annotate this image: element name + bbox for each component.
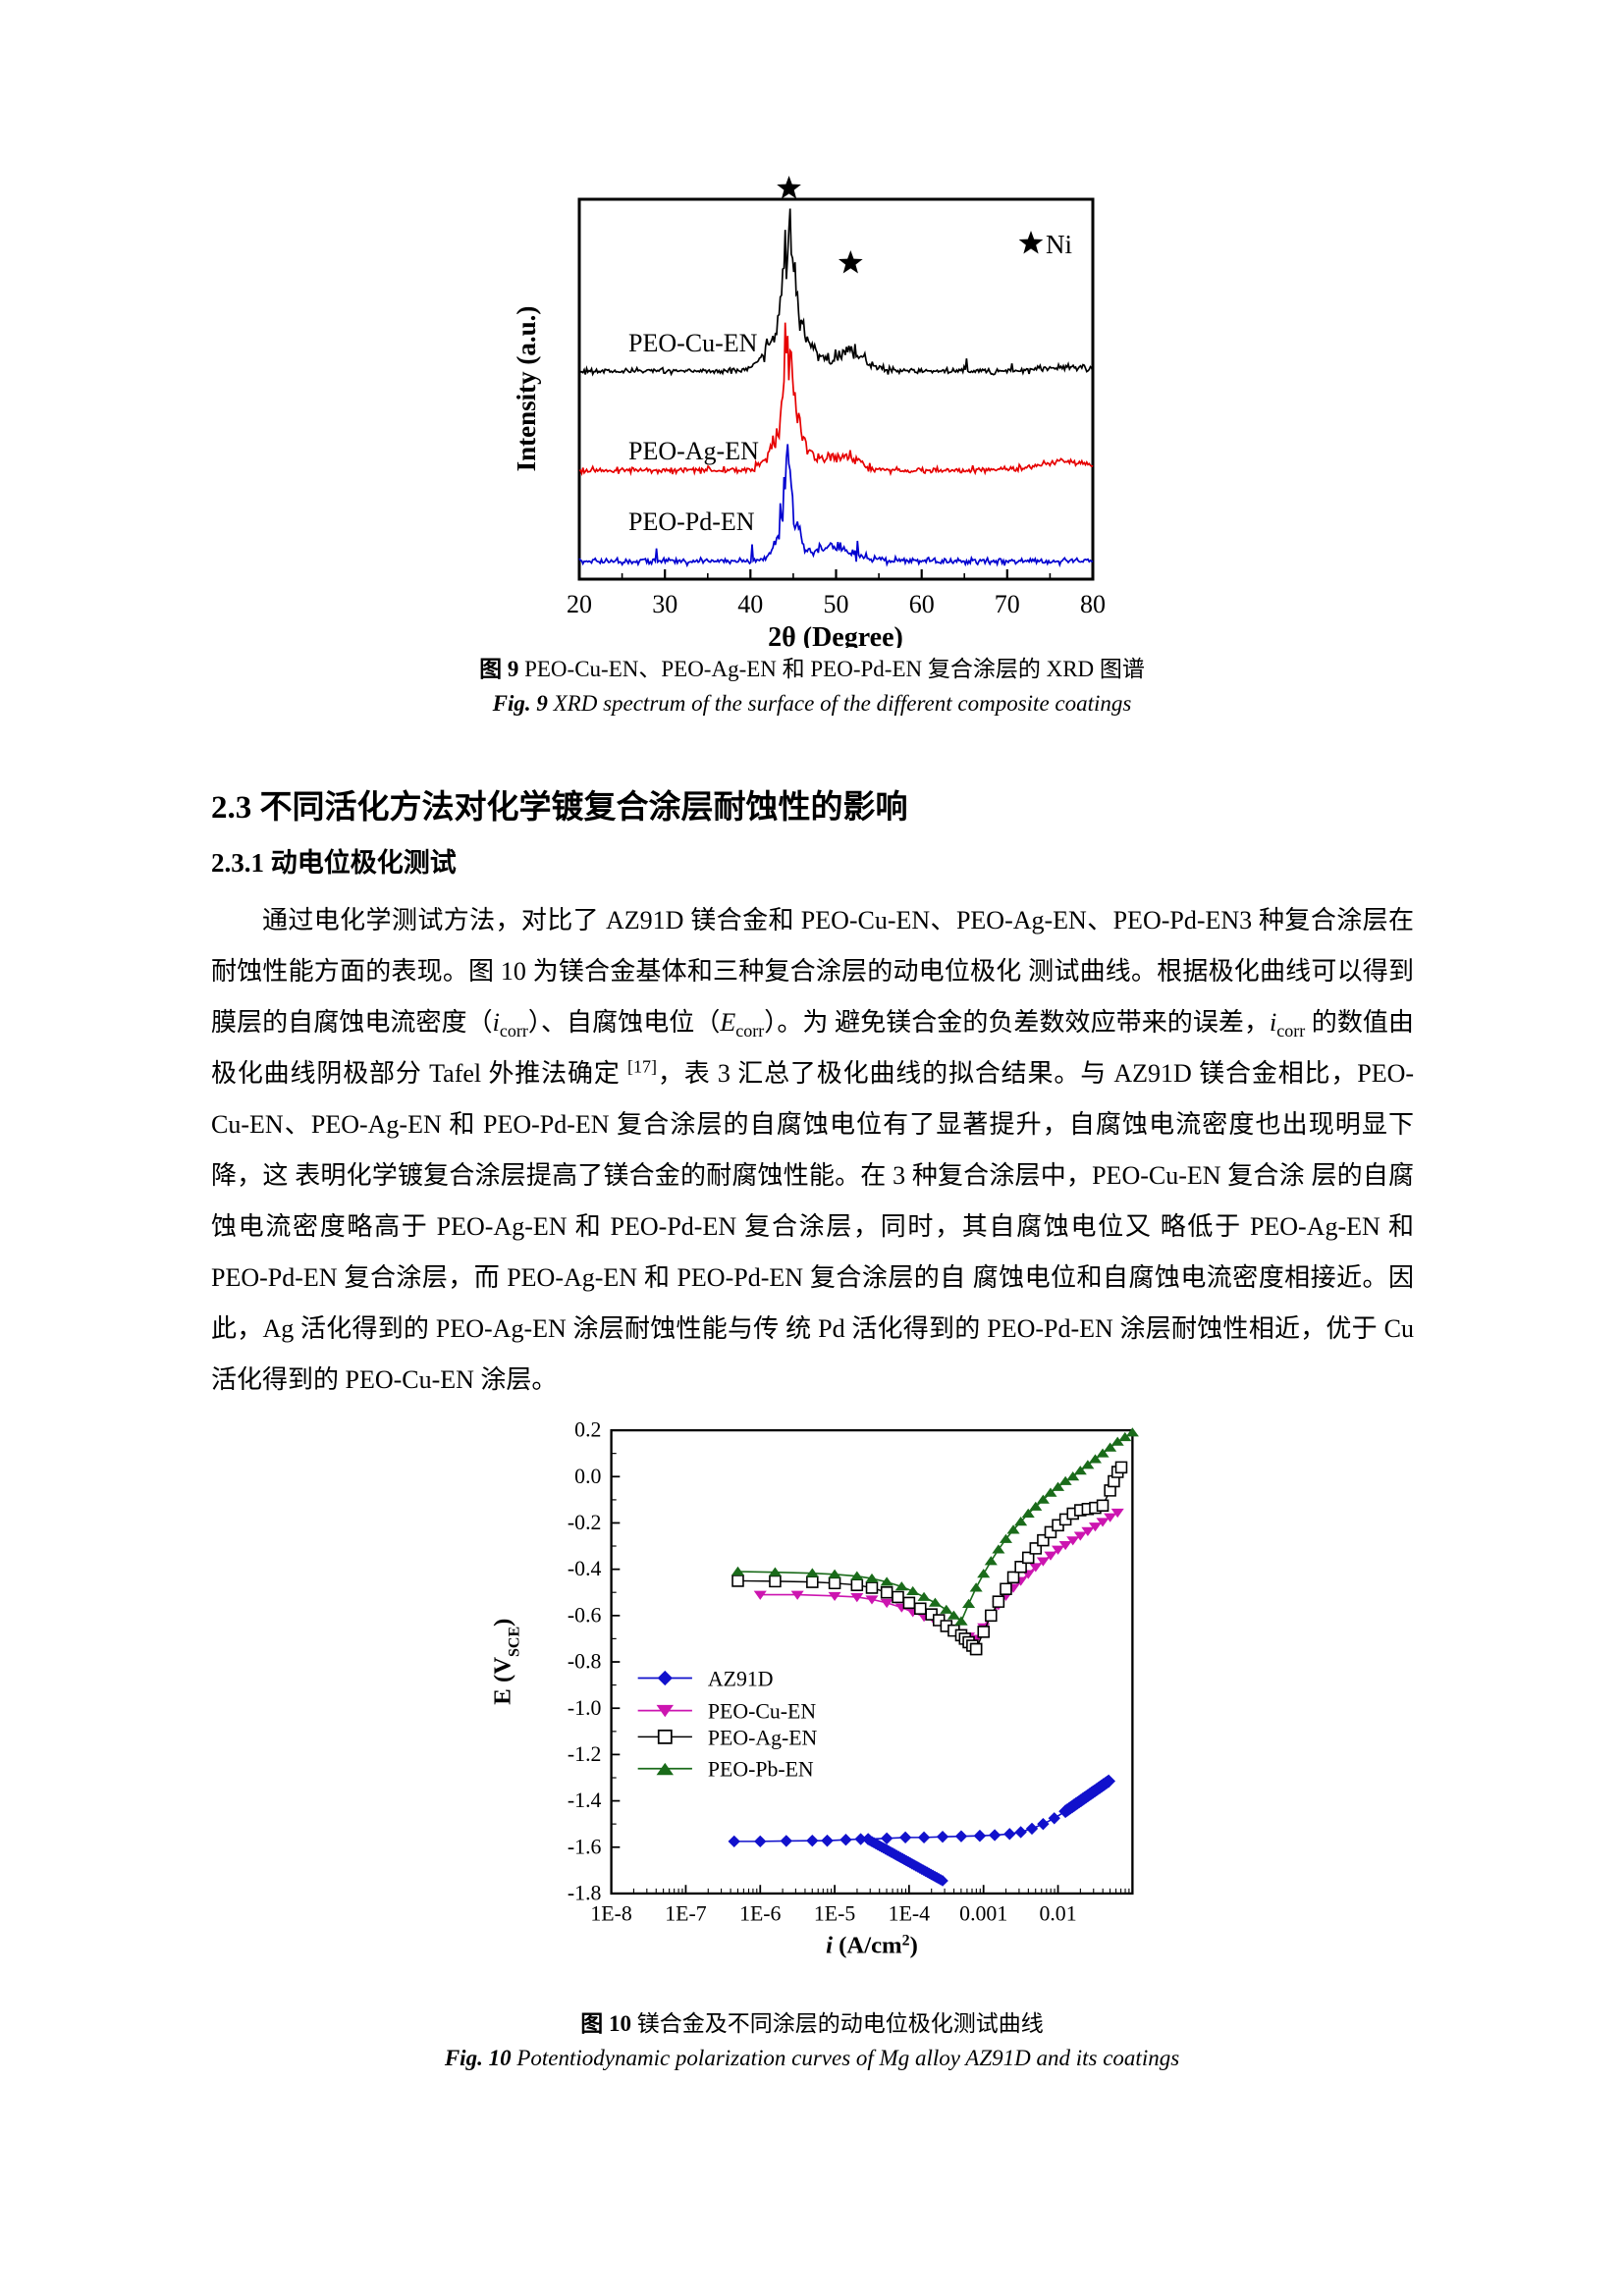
svg-text:-1.4: -1.4 xyxy=(568,1789,602,1812)
svg-text:-1.6: -1.6 xyxy=(568,1835,602,1858)
svg-text:20: 20 xyxy=(567,590,592,618)
svg-text:PEO-Pd-EN: PEO-Pd-EN xyxy=(628,507,755,536)
svg-text:1E-6: 1E-6 xyxy=(739,1902,781,1926)
svg-text:1E-7: 1E-7 xyxy=(665,1902,706,1926)
svg-text:PEO-Ag-EN: PEO-Ag-EN xyxy=(708,1726,818,1749)
svg-text:0.2: 0.2 xyxy=(574,1418,601,1442)
svg-text:80: 80 xyxy=(1080,590,1106,618)
svg-text:-0.6: -0.6 xyxy=(568,1603,602,1627)
svg-text:-0.8: -0.8 xyxy=(568,1650,602,1674)
svg-text:PEO-Cu-EN: PEO-Cu-EN xyxy=(708,1700,816,1724)
svg-text:AZ91D: AZ91D xyxy=(708,1667,774,1690)
svg-text:0.0: 0.0 xyxy=(574,1465,601,1488)
svg-text:Intensity (a.u.): Intensity (a.u.) xyxy=(512,306,541,472)
svg-text:50: 50 xyxy=(824,590,849,618)
svg-text:-0.4: -0.4 xyxy=(568,1557,602,1580)
svg-text:Ni: Ni xyxy=(1046,230,1072,259)
svg-text:-1.0: -1.0 xyxy=(568,1696,602,1720)
svg-text:PEO-Pb-EN: PEO-Pb-EN xyxy=(708,1758,814,1782)
svg-text:30: 30 xyxy=(652,590,677,618)
svg-text:-0.2: -0.2 xyxy=(568,1511,602,1534)
svg-text:2θ (Degree): 2θ (Degree) xyxy=(768,622,903,648)
svg-text:PEO-Cu-EN: PEO-Cu-EN xyxy=(628,329,758,357)
svg-text:60: 60 xyxy=(909,590,935,618)
svg-text:1E-8: 1E-8 xyxy=(590,1902,631,1926)
svg-text:0.001: 0.001 xyxy=(959,1902,1007,1926)
svg-text:1E-5: 1E-5 xyxy=(814,1902,855,1926)
svg-text:40: 40 xyxy=(737,590,763,618)
svg-text:1E-4: 1E-4 xyxy=(889,1902,930,1926)
svg-text:-1.2: -1.2 xyxy=(568,1742,602,1766)
svg-text:PEO-Ag-EN: PEO-Ag-EN xyxy=(628,437,759,465)
svg-text:0.01: 0.01 xyxy=(1039,1902,1076,1926)
svg-text:70: 70 xyxy=(995,590,1020,618)
